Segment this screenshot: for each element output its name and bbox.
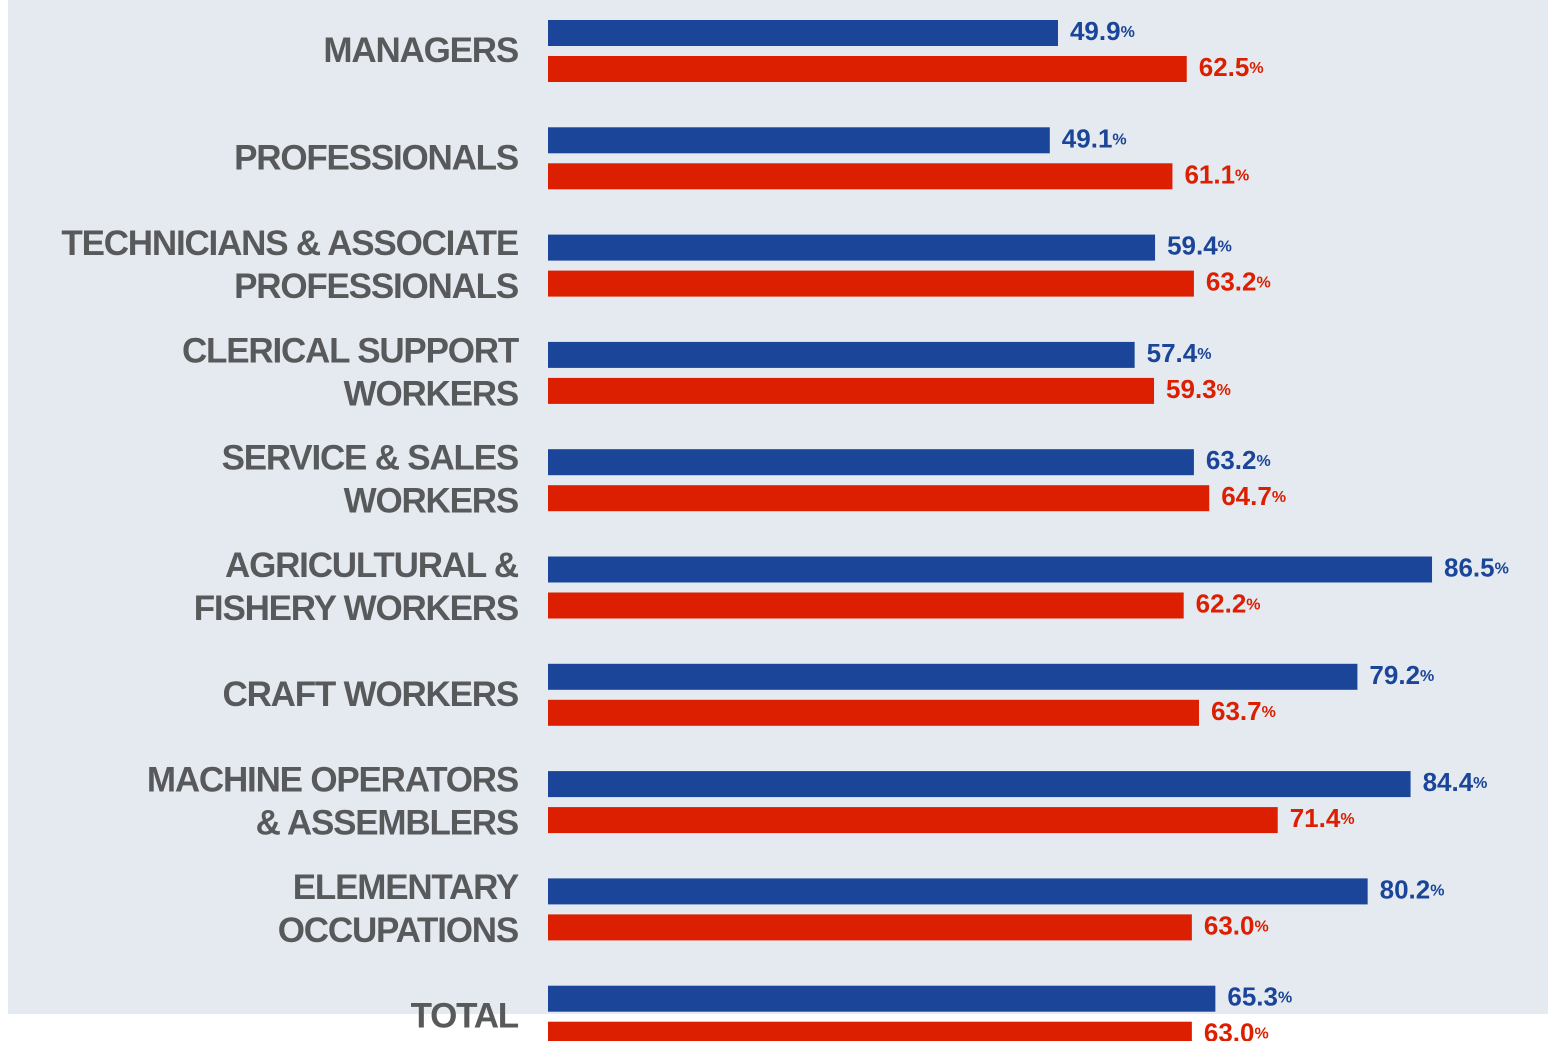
value-label: 63.2%	[1206, 266, 1271, 296]
bar	[548, 270, 1194, 297]
bar	[548, 449, 1194, 476]
bar	[548, 20, 1058, 46]
bar	[548, 485, 1210, 512]
value-label: 59.4%	[1167, 230, 1232, 260]
category-label: MACHINE OPERATORS & ASSEMBLERS	[147, 761, 518, 843]
value-label: 61.1%	[1184, 159, 1249, 189]
bar	[548, 699, 1200, 726]
category-label: AGRICULTURAL & FISHERY WORKERS	[194, 546, 519, 628]
value-label: 84.4%	[1423, 767, 1488, 797]
bar	[548, 914, 1192, 941]
bar	[548, 341, 1135, 368]
value-label: 64.7%	[1221, 481, 1286, 511]
value-label: 63.0%	[1204, 910, 1269, 940]
value-label: 63.7%	[1211, 696, 1276, 726]
bar	[548, 807, 1278, 834]
bar	[548, 127, 1050, 154]
bar	[548, 234, 1156, 261]
value-label: 49.1%	[1062, 123, 1127, 153]
bar	[548, 56, 1187, 82]
value-label: 57.4%	[1147, 338, 1212, 368]
category-label: CRAFT WORKERS	[223, 675, 519, 714]
category-label: CLERICAL SUPPORT WORKERS	[182, 332, 519, 414]
value-label: 80.2%	[1380, 874, 1445, 904]
bar	[548, 163, 1173, 190]
category-label: TOTAL	[411, 997, 519, 1036]
bar	[548, 556, 1433, 583]
category-label: MANAGERS	[323, 31, 518, 70]
bar	[548, 985, 1216, 1012]
value-label: 63.0%	[1204, 1018, 1269, 1041]
value-label: 63.2%	[1206, 445, 1271, 475]
bar	[548, 592, 1184, 619]
value-label: 62.2%	[1196, 588, 1261, 618]
value-label: 62.5%	[1199, 52, 1264, 82]
bar	[548, 377, 1155, 404]
bar	[548, 663, 1358, 690]
value-label: 86.5%	[1444, 552, 1509, 582]
bar	[548, 878, 1368, 905]
value-label: 71.4%	[1290, 803, 1355, 833]
value-label: 79.2%	[1369, 660, 1434, 690]
category-label: TECHNICIANS & ASSOCIATE PROFESSIONALS	[61, 224, 518, 306]
bar	[548, 1021, 1192, 1041]
value-label: 49.9%	[1070, 16, 1135, 46]
bar	[548, 771, 1411, 798]
value-label: 59.3%	[1166, 374, 1231, 404]
category-label: ELEMENTARY OCCUPATIONS	[278, 868, 519, 950]
category-label: PROFESSIONALS	[234, 139, 518, 178]
category-label: SERVICE & SALES WORKERS	[222, 439, 518, 521]
value-label: 65.3%	[1227, 982, 1292, 1012]
